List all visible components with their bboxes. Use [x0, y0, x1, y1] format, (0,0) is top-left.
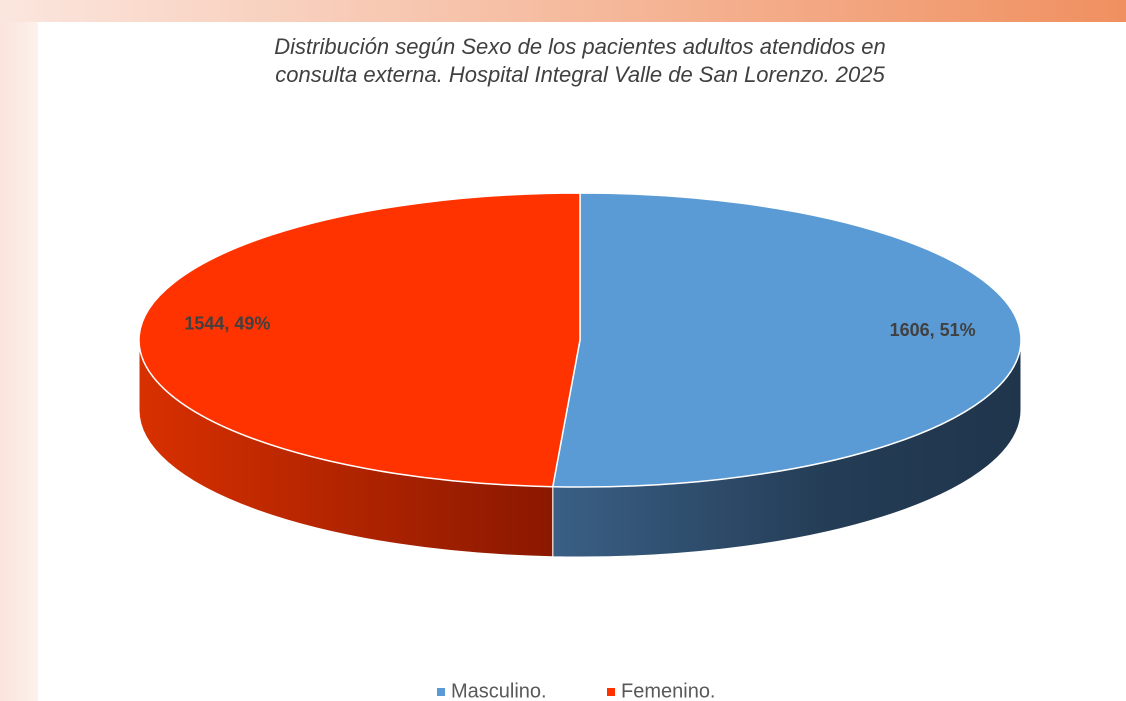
slice — [551, 192, 1022, 488]
data-label: 1606, 51% — [890, 320, 976, 340]
legend: Masculino. Femenino. — [437, 680, 716, 701]
legend-label: Masculino. — [451, 680, 547, 701]
legend-swatch — [607, 688, 615, 696]
header-band — [0, 0, 1126, 22]
data-label: 1544, 49% — [184, 313, 270, 333]
side-band — [0, 22, 38, 701]
chart-title: consulta externa. Hospital Integral Vall… — [275, 62, 885, 87]
pie: 1606, 51% 1544, 49% — [138, 192, 1022, 558]
slice — [138, 192, 581, 488]
chart-title: Distribución según Sexo de los pacientes… — [274, 34, 886, 59]
legend-swatch — [437, 688, 445, 696]
legend-label: Femenino. — [621, 680, 716, 701]
